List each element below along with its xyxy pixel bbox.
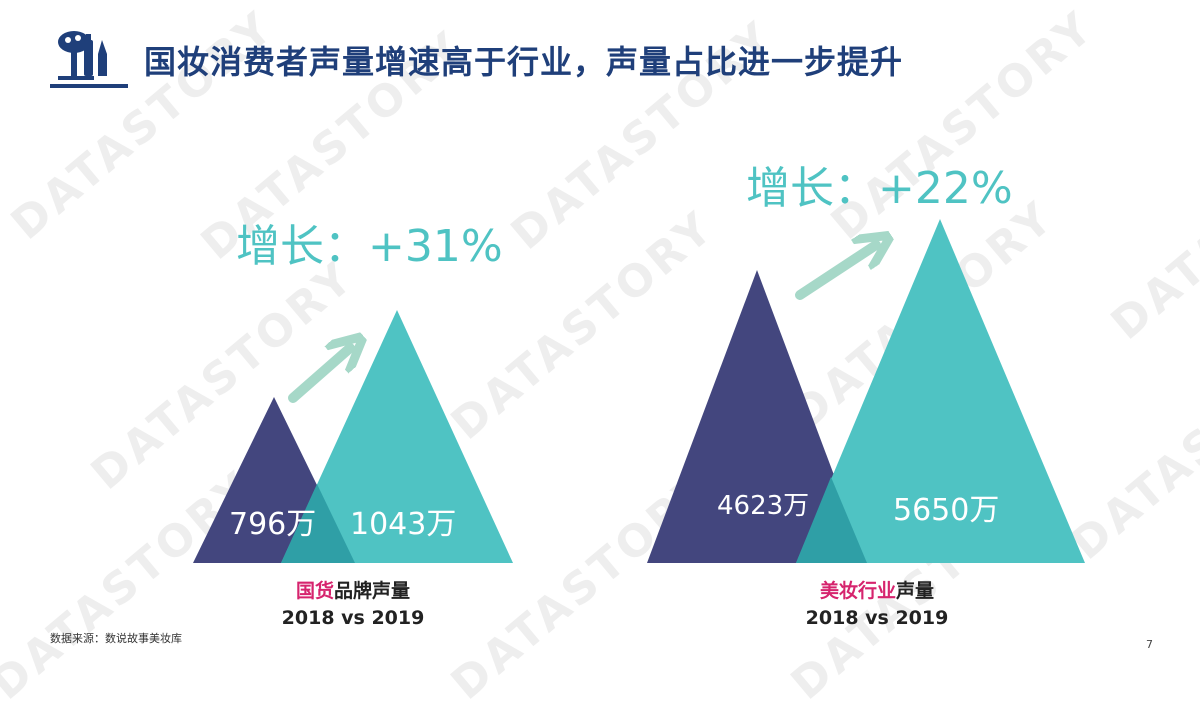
page-number: 7 — [1146, 638, 1153, 651]
growth-label: 增长：+31% — [236, 221, 503, 272]
growth-arrow — [795, 245, 876, 300]
caption-years: 2018 vs 2019 — [805, 607, 949, 629]
caption-line: 国货品牌声量 — [253, 578, 453, 605]
growth-arrow — [288, 348, 350, 403]
caption-line: 美妆行业声量 — [777, 578, 977, 605]
caption-rest: 声量 — [896, 580, 935, 602]
value-label-2018: 4623万 — [717, 491, 810, 521]
chart-canvas — [193, 219, 1085, 563]
caption-rest: 品牌声量 — [334, 580, 411, 602]
growth-label: 增长：+22% — [746, 163, 1013, 214]
mountain-2019 — [281, 310, 513, 563]
mountain-2018 — [647, 270, 867, 563]
header: 国妆消费者声量增速高于行业，声量占比进一步提升 — [48, 28, 903, 92]
value-label-2019: 1043万 — [350, 507, 457, 542]
caption-accent: 美妆行业 — [819, 580, 896, 602]
data-source: 数据来源：数说故事美妆库 — [50, 632, 182, 645]
value-label-2019: 5650万 — [893, 493, 1000, 528]
value-label-2018: 796万 — [229, 507, 317, 542]
caption-years: 2018 vs 2019 — [281, 607, 425, 629]
chart-caption: 国货品牌声量 2018 vs 2019 — [253, 578, 453, 632]
mountain-2019 — [796, 219, 1085, 563]
mountain-overlap — [281, 484, 355, 563]
chart-caption: 美妆行业声量 2018 vs 2019 — [777, 578, 977, 632]
caption-accent: 国货 — [295, 580, 334, 602]
cosmetics-logo-icon — [50, 31, 128, 88]
mountain-overlap — [796, 477, 867, 563]
page-title: 国妆消费者声量增速高于行业，声量占比进一步提升 — [144, 43, 904, 81]
